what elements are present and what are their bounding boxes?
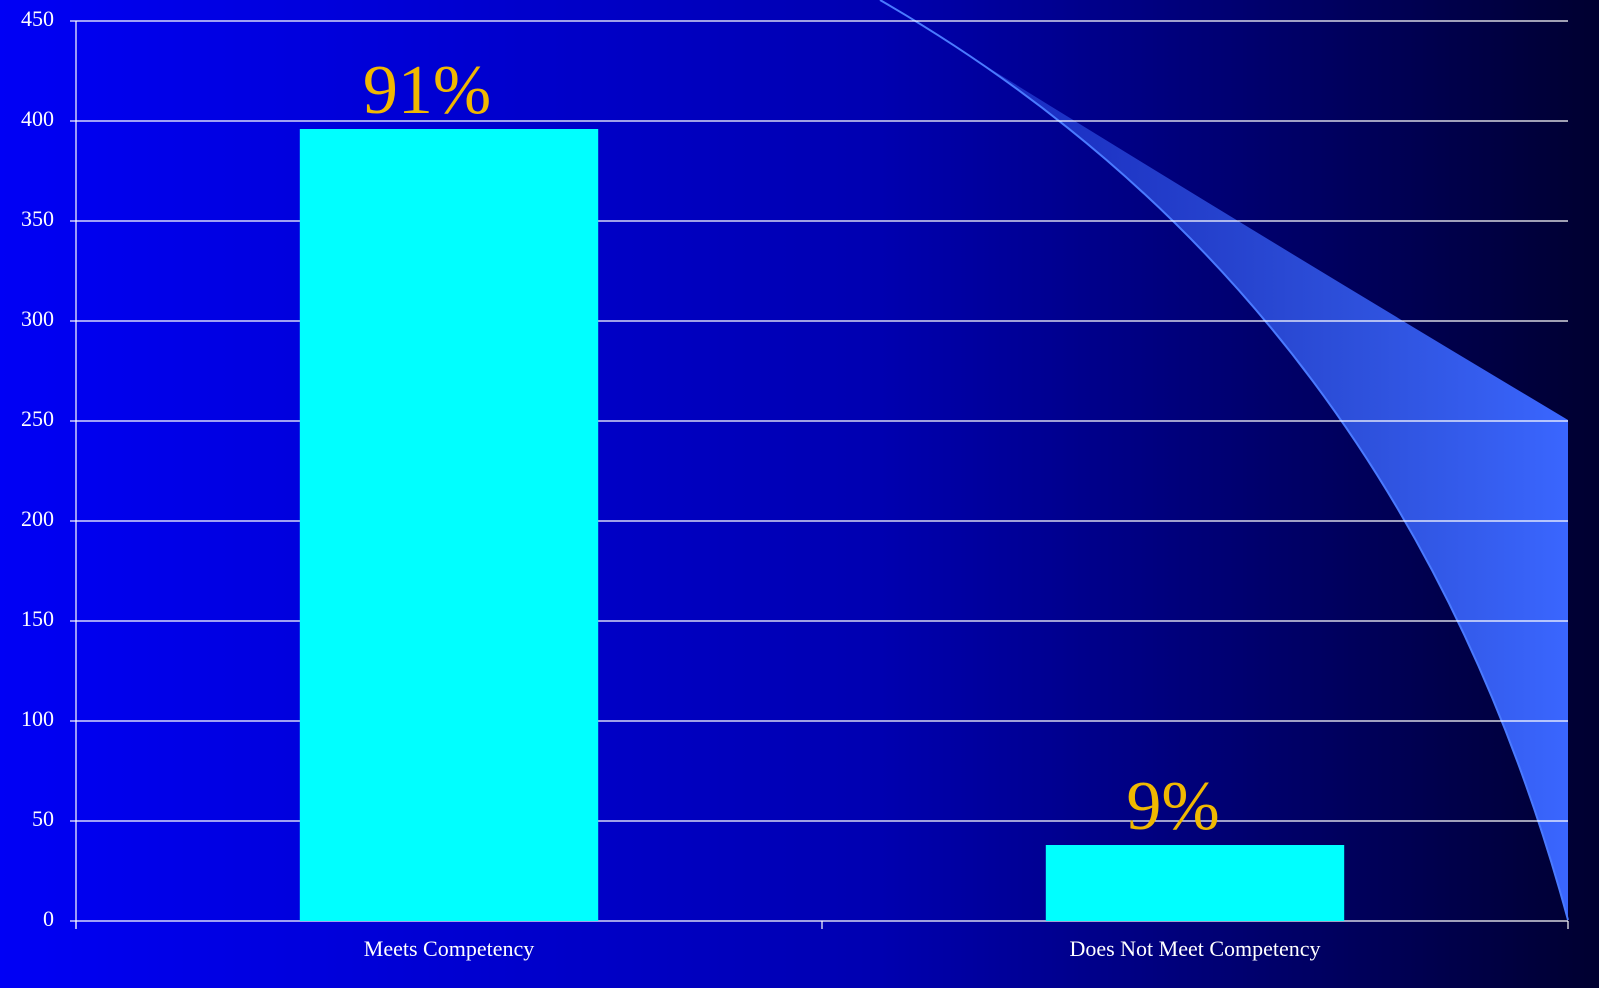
- decorative-curve: [879, 0, 1569, 921]
- decorative-swoosh: [880, 0, 1568, 920]
- y-tick-label: 200: [21, 506, 54, 531]
- annotation: 91%: [363, 52, 491, 129]
- y-tick-label: 300: [21, 306, 54, 331]
- y-tick-label: 250: [21, 406, 54, 431]
- y-tick-label: 150: [21, 606, 54, 631]
- plot-area: 0 50 100 150 200 250 300 350 400 450 Meets Compete…: [21, 6, 1569, 961]
- y-tick-label: 50: [32, 806, 54, 831]
- x-tick-label: Does Not Meet Competency: [1069, 936, 1320, 961]
- y-tick-label: 100: [21, 706, 54, 731]
- y-tick-label: 0: [43, 906, 54, 931]
- y-tick-label: 350: [21, 206, 54, 231]
- y-tick-label: 450: [21, 6, 54, 31]
- bar: [1045, 845, 1345, 921]
- y-tick-label: 400: [21, 106, 54, 131]
- x-tick-label: Meets Competency: [364, 936, 534, 961]
- bar: [299, 129, 599, 921]
- annotation: 9%: [1126, 768, 1219, 845]
